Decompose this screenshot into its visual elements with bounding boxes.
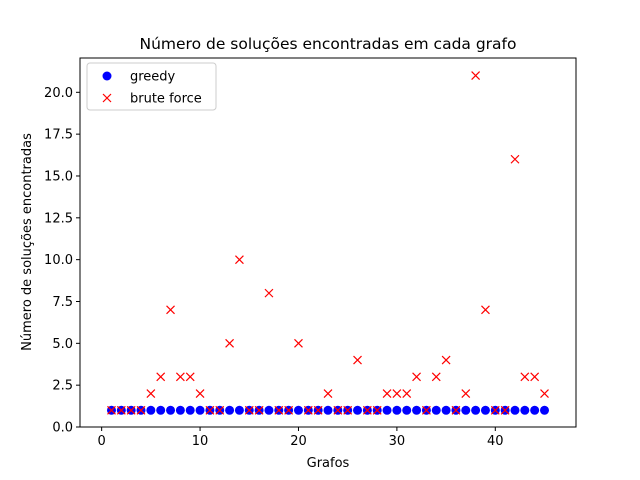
legend-greedy-label: greedy bbox=[130, 70, 176, 85]
brute-force-point bbox=[303, 405, 313, 415]
brute-force-point bbox=[540, 389, 549, 398]
brute-force-point bbox=[175, 372, 185, 382]
greedy-point bbox=[323, 405, 333, 415]
series-brute-force bbox=[107, 71, 549, 415]
greedy-point bbox=[166, 405, 176, 415]
greedy-point bbox=[402, 405, 412, 415]
greedy-point bbox=[293, 405, 303, 415]
brute-force-point bbox=[244, 405, 254, 415]
brute-force-point bbox=[294, 338, 303, 348]
brute-force-point bbox=[481, 305, 490, 315]
y-tick-label: 20.0 bbox=[44, 86, 73, 101]
brute-force-point bbox=[461, 389, 471, 398]
y-tick-label: 7.5 bbox=[52, 295, 73, 310]
greedy-point bbox=[353, 405, 363, 415]
y-tick-label: 15.0 bbox=[44, 169, 73, 184]
brute-force-point bbox=[254, 405, 264, 415]
greedy-point bbox=[382, 405, 392, 415]
brute-force-point bbox=[372, 405, 382, 415]
brute-force-point bbox=[313, 405, 323, 415]
brute-force-point bbox=[107, 405, 116, 415]
greedy-point bbox=[195, 405, 205, 415]
greedy-point bbox=[146, 405, 156, 415]
brute-force-point bbox=[530, 372, 540, 382]
greedy-point bbox=[234, 405, 244, 415]
x-tick-label: 10 bbox=[192, 434, 209, 449]
brute-force-point bbox=[323, 389, 333, 398]
brute-force-point bbox=[431, 372, 441, 382]
greedy-point bbox=[185, 405, 195, 415]
plot-frame bbox=[79, 57, 577, 428]
greedy-point bbox=[264, 405, 274, 415]
greedy-point bbox=[412, 405, 422, 415]
brute-force-point bbox=[235, 255, 244, 265]
brute-force-point bbox=[205, 405, 215, 415]
brute-force-point bbox=[402, 389, 412, 398]
chart-title: Número de soluções encontradas em cada g… bbox=[139, 35, 516, 53]
brute-force-point bbox=[166, 305, 175, 315]
brute-force-point bbox=[451, 405, 461, 415]
brute-force-point bbox=[421, 405, 431, 415]
brute-force-point bbox=[392, 389, 402, 398]
y-tick-label: 0.0 bbox=[52, 421, 73, 436]
greedy-point bbox=[441, 405, 451, 415]
greedy-point bbox=[520, 405, 530, 415]
brute-force-point bbox=[412, 372, 421, 382]
legend-brute-force-label: brute force bbox=[130, 92, 202, 107]
y-tick-label: 5.0 bbox=[52, 337, 73, 352]
greedy-point bbox=[540, 405, 550, 415]
greedy-point bbox=[471, 405, 481, 415]
greedy-point bbox=[156, 405, 166, 415]
brute-force-point bbox=[441, 355, 451, 365]
brute-force-point bbox=[510, 154, 520, 164]
greedy-point bbox=[225, 405, 235, 415]
brute-force-point bbox=[353, 355, 362, 365]
brute-force-point bbox=[284, 405, 294, 415]
brute-force-point bbox=[274, 405, 284, 415]
brute-force-point bbox=[382, 389, 392, 398]
brute-force-point bbox=[195, 389, 205, 398]
x-tick-label: 0 bbox=[98, 434, 106, 449]
greedy-point bbox=[431, 405, 441, 415]
greedy-point bbox=[510, 405, 520, 415]
x-tick-label: 40 bbox=[487, 434, 504, 449]
brute-force-point bbox=[362, 405, 372, 415]
y-tick-label: 2.5 bbox=[52, 379, 73, 394]
legend-frame bbox=[86, 62, 217, 111]
series-greedy bbox=[106, 405, 550, 415]
y-axis-label: Número de soluções encontradas bbox=[20, 133, 35, 351]
greedy-point bbox=[175, 405, 185, 415]
legend-greedy-marker bbox=[102, 71, 112, 81]
x-tick-label: 30 bbox=[389, 434, 406, 449]
brute-force-point bbox=[185, 372, 195, 382]
brute-force-point bbox=[225, 338, 235, 348]
x-tick-label: 20 bbox=[290, 434, 307, 449]
greedy-point bbox=[461, 405, 471, 415]
brute-force-point bbox=[500, 405, 510, 415]
legend-brute-force-marker bbox=[102, 93, 112, 103]
greedy-point bbox=[392, 405, 402, 415]
brute-force-point bbox=[156, 372, 166, 382]
x-axis-label: Grafos bbox=[307, 456, 350, 471]
brute-force-point bbox=[333, 405, 343, 415]
brute-force-point bbox=[136, 405, 146, 415]
greedy-point bbox=[480, 405, 490, 415]
y-tick-label: 12.5 bbox=[44, 211, 73, 226]
y-tick-label: 10.0 bbox=[44, 253, 73, 268]
greedy-point bbox=[530, 405, 540, 415]
brute-force-point bbox=[264, 288, 274, 298]
brute-force-point bbox=[146, 389, 156, 398]
brute-force-point bbox=[343, 405, 353, 415]
brute-force-point bbox=[126, 405, 136, 415]
legend: greedy brute force bbox=[86, 62, 217, 111]
brute-force-point bbox=[490, 405, 500, 415]
brute-force-point bbox=[520, 372, 530, 382]
brute-force-point bbox=[116, 405, 126, 415]
brute-force-point bbox=[471, 71, 481, 80]
y-tick-label: 17.5 bbox=[44, 128, 73, 143]
brute-force-point bbox=[215, 405, 225, 415]
